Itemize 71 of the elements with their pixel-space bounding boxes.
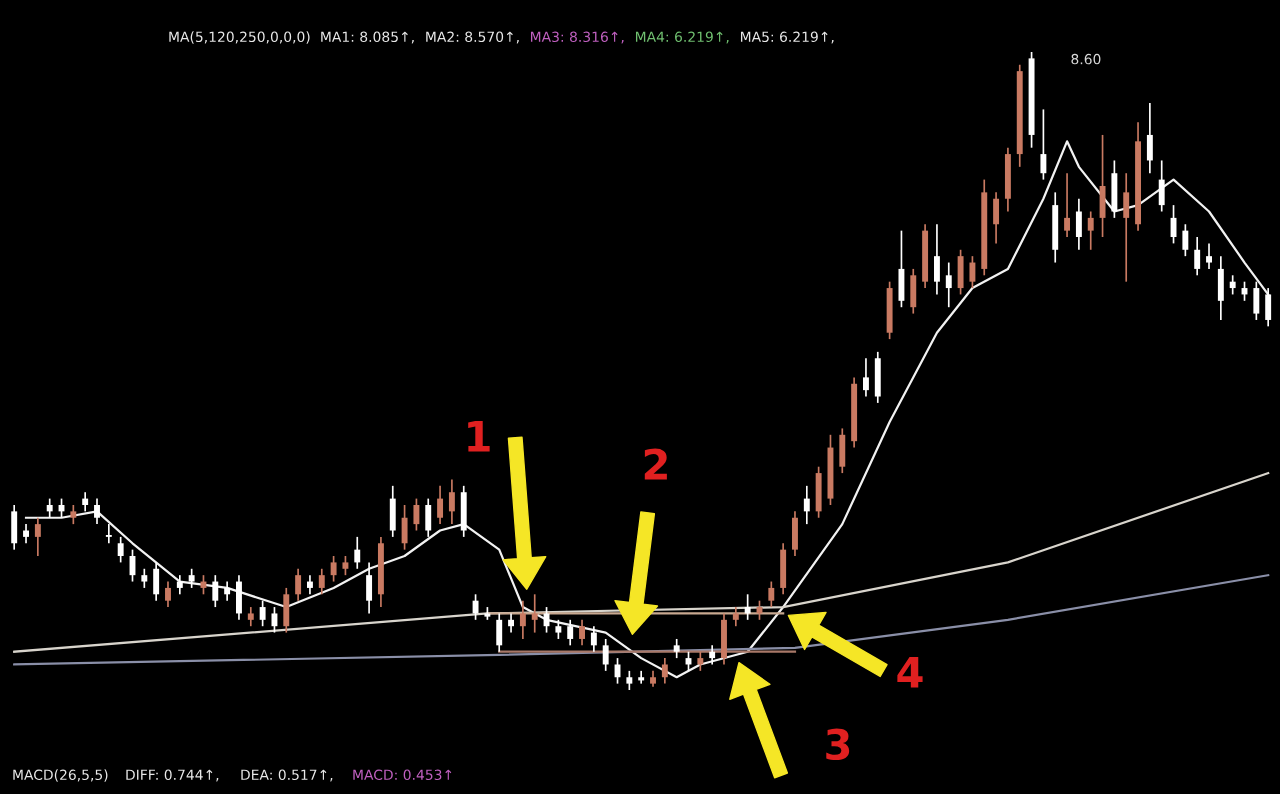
candlestick: [567, 618, 574, 647]
candlestick: [626, 670, 633, 691]
text: 3: [826, 728, 850, 761]
text: MACD(26,5,5): [13, 769, 108, 782]
candlestick: [94, 497, 100, 525]
candlestick: [188, 567, 195, 589]
candlestick: [472, 593, 479, 621]
candlestick: [259, 599, 266, 628]
text: MA4: 6.219↑,: [635, 31, 729, 44]
candlestick: [1206, 242, 1212, 270]
candlestick: [105, 523, 112, 545]
candlestick: [271, 606, 278, 634]
candlestick: [212, 574, 219, 608]
candlestick: [697, 650, 704, 672]
candlestick: [768, 580, 775, 608]
candlestick: [318, 567, 325, 596]
candlestick: [141, 567, 148, 589]
candlestick: [1194, 236, 1201, 277]
candlestick: [543, 606, 550, 634]
candlestick: [602, 638, 609, 672]
text: DIFF: 0.744↑,: [126, 769, 219, 782]
candlestick: [590, 625, 597, 653]
candlestick: [709, 644, 716, 666]
candlestick: [437, 485, 444, 525]
candlestick: [638, 670, 645, 685]
candlestick: [1040, 108, 1047, 181]
candlestick: [342, 555, 349, 576]
candlestick: [744, 593, 751, 621]
text: MA5: 6.219↑,: [740, 31, 834, 44]
candlestick: [413, 497, 420, 532]
candlestick: [862, 357, 869, 398]
candlestick: [70, 504, 77, 525]
annotation: 4: [897, 657, 923, 688]
candlestick: [23, 523, 29, 545]
annotation: 1: [468, 421, 490, 452]
candlestick: [579, 618, 585, 647]
text: MA(5,120,250,0,0,0): [169, 31, 310, 44]
candlestick: [448, 478, 455, 525]
candlestick: [82, 491, 89, 513]
candlestick: [803, 485, 810, 525]
candlestick: [945, 261, 952, 309]
annotation: 2: [644, 448, 667, 480]
candlestick: [330, 555, 337, 583]
text: MA2: 8.570↑,: [426, 31, 519, 44]
candlestick: [295, 567, 302, 602]
candlestick: [34, 516, 41, 557]
candlestick: [661, 657, 668, 685]
candlestick: [306, 574, 313, 596]
candlestick: [555, 618, 562, 640]
candlestick: [508, 612, 515, 634]
text: MACD: 0.453↑: [353, 769, 452, 781]
candlestick: [1182, 223, 1189, 257]
candlestick: [117, 536, 124, 564]
candlestick: [732, 606, 739, 628]
text: DEA: 0.517↑,: [241, 769, 333, 782]
annotation: 8.60: [1071, 53, 1101, 65]
candlestick: [46, 497, 53, 519]
candlestick: [531, 593, 538, 634]
candlestick: [1229, 274, 1236, 296]
candlestick: [673, 638, 680, 659]
text: MA1: 8.085↑,: [321, 31, 414, 44]
candlestick: [224, 580, 231, 602]
candlestick: [519, 599, 526, 640]
candlestick: [165, 580, 171, 608]
text: MA3: 8.316↑,: [530, 31, 624, 44]
candlestick: [354, 536, 361, 570]
candlestick: [1087, 210, 1094, 251]
candlestick: [247, 606, 254, 628]
candlestick: [1064, 172, 1071, 238]
candlestick: [969, 255, 976, 289]
candlestick: [176, 574, 183, 596]
